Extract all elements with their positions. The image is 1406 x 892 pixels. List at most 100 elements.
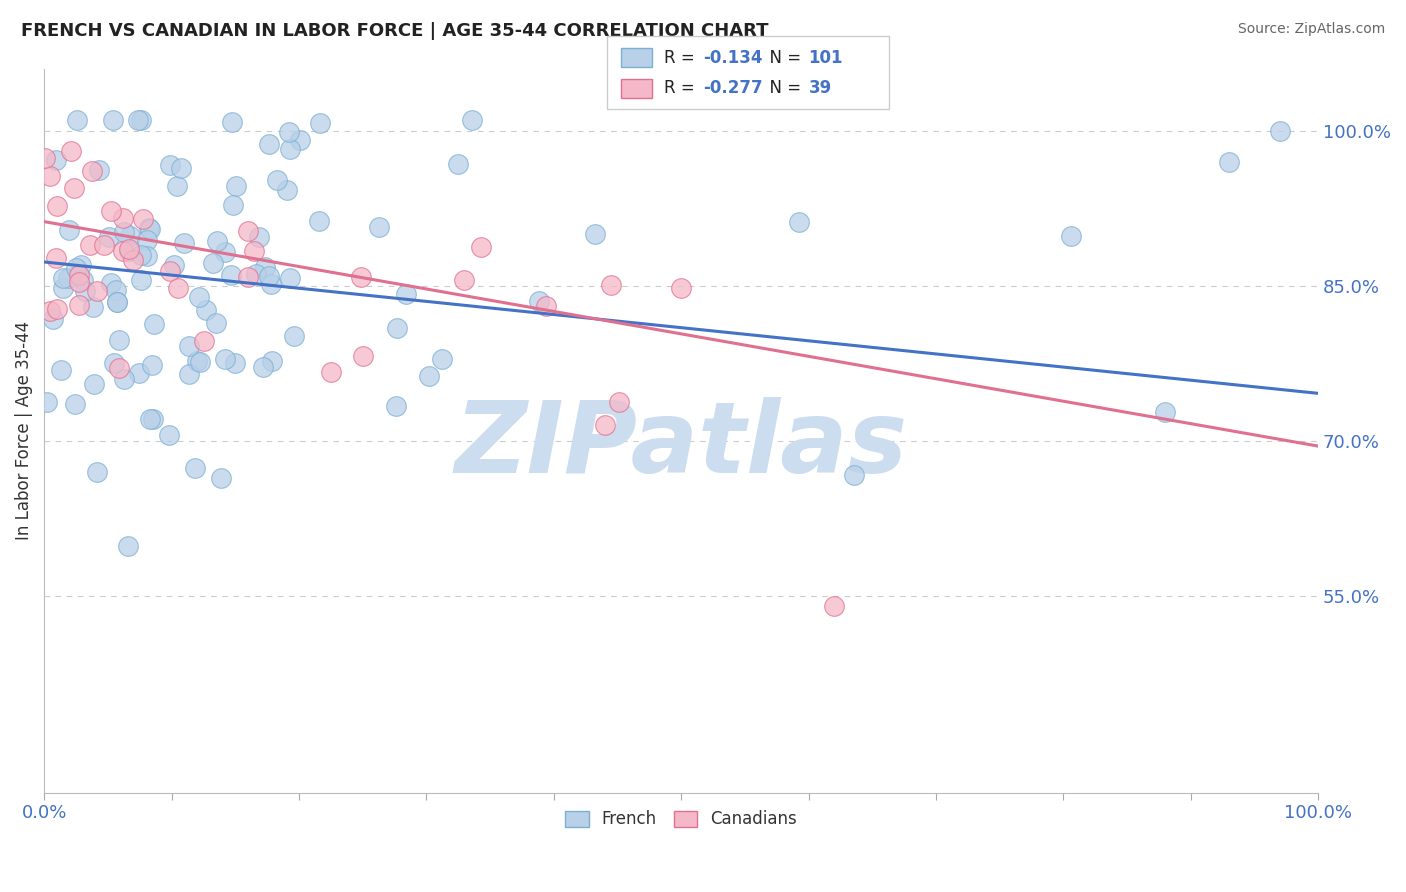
Point bbox=[266, 173, 288, 187]
Point bbox=[86, 285, 108, 299]
Point bbox=[321, 365, 343, 379]
Point bbox=[142, 412, 165, 426]
Point bbox=[214, 244, 236, 259]
Point bbox=[80, 163, 103, 178]
Point bbox=[842, 467, 865, 482]
Point bbox=[56, 271, 79, 285]
Point bbox=[129, 247, 152, 261]
Point bbox=[66, 113, 89, 128]
Point bbox=[245, 267, 267, 281]
Point bbox=[65, 261, 87, 276]
Point bbox=[75, 284, 97, 298]
Point bbox=[37, 395, 59, 409]
Point bbox=[276, 183, 298, 197]
Point bbox=[107, 334, 129, 348]
Point bbox=[823, 599, 845, 614]
Point bbox=[418, 368, 440, 383]
Point bbox=[82, 300, 104, 314]
Point bbox=[169, 161, 191, 176]
Point bbox=[100, 203, 122, 218]
Point bbox=[1060, 229, 1083, 244]
Point bbox=[669, 281, 692, 295]
Point bbox=[141, 358, 163, 372]
Point bbox=[83, 376, 105, 391]
Point bbox=[350, 270, 373, 285]
Point bbox=[67, 268, 90, 282]
Point bbox=[352, 349, 374, 363]
Text: FRENCH VS CANADIAN IN LABOR FORCE | AGE 35-44 CORRELATION CHART: FRENCH VS CANADIAN IN LABOR FORCE | AGE … bbox=[21, 22, 769, 40]
Point bbox=[461, 113, 484, 128]
Point bbox=[607, 395, 630, 409]
Point bbox=[79, 238, 101, 252]
Point bbox=[221, 115, 243, 129]
Point bbox=[45, 302, 67, 317]
Point bbox=[34, 151, 56, 165]
Point bbox=[470, 240, 492, 254]
Point bbox=[157, 428, 180, 442]
Point bbox=[432, 351, 454, 366]
Point bbox=[214, 352, 236, 367]
Point bbox=[159, 263, 181, 277]
Point bbox=[67, 297, 90, 311]
Point bbox=[283, 328, 305, 343]
Point bbox=[222, 198, 245, 212]
Point bbox=[278, 271, 301, 285]
Point bbox=[308, 214, 330, 228]
Point bbox=[112, 244, 135, 258]
Text: -0.277: -0.277 bbox=[703, 79, 762, 97]
Point bbox=[529, 293, 551, 308]
Point bbox=[260, 277, 283, 292]
Point bbox=[129, 113, 152, 128]
Point bbox=[188, 355, 211, 369]
Point bbox=[128, 366, 150, 380]
Point bbox=[1218, 154, 1240, 169]
Point bbox=[159, 157, 181, 171]
Point bbox=[89, 163, 111, 178]
Point bbox=[139, 222, 162, 236]
Point bbox=[205, 234, 228, 248]
Text: N =: N = bbox=[759, 79, 807, 97]
Point bbox=[60, 145, 83, 159]
Point bbox=[593, 418, 616, 433]
Point bbox=[52, 281, 75, 295]
Point bbox=[224, 356, 246, 370]
Point bbox=[163, 258, 186, 272]
Point bbox=[166, 179, 188, 194]
Text: Source: ZipAtlas.com: Source: ZipAtlas.com bbox=[1237, 22, 1385, 37]
Point bbox=[253, 260, 276, 274]
Point bbox=[205, 316, 228, 330]
Point bbox=[112, 225, 135, 239]
Point bbox=[114, 372, 136, 386]
Point bbox=[243, 244, 266, 258]
Point bbox=[41, 312, 63, 326]
Point bbox=[138, 220, 160, 235]
Point bbox=[131, 273, 153, 287]
Point bbox=[97, 229, 120, 244]
Point bbox=[105, 294, 128, 309]
Point bbox=[209, 471, 232, 485]
Point bbox=[252, 360, 274, 375]
Point bbox=[86, 465, 108, 479]
Text: -0.134: -0.134 bbox=[703, 49, 762, 67]
Point bbox=[46, 199, 69, 213]
Text: ZIPatlas: ZIPatlas bbox=[454, 397, 908, 493]
Point bbox=[787, 215, 810, 229]
Point bbox=[122, 252, 145, 267]
Point bbox=[193, 334, 215, 348]
Point bbox=[278, 125, 301, 139]
Text: R =: R = bbox=[664, 49, 700, 67]
Point bbox=[100, 276, 122, 290]
Point bbox=[167, 280, 190, 294]
Point bbox=[260, 353, 283, 368]
Text: 101: 101 bbox=[808, 49, 844, 67]
Point bbox=[39, 303, 62, 318]
Text: N =: N = bbox=[759, 49, 807, 67]
Point bbox=[385, 321, 408, 335]
Point bbox=[135, 233, 157, 247]
Point bbox=[72, 273, 94, 287]
Point bbox=[257, 137, 280, 152]
Point bbox=[183, 461, 205, 475]
Point bbox=[118, 229, 141, 244]
Point bbox=[107, 294, 129, 309]
Point bbox=[49, 363, 72, 377]
